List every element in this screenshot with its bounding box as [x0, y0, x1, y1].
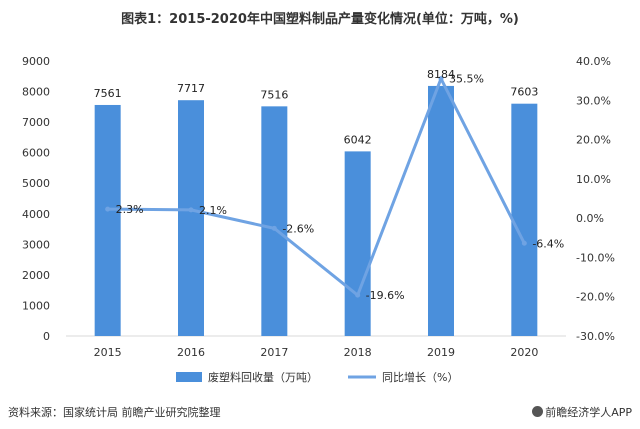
legend: 废塑料回收量（万吨） 同比增长（%）	[176, 370, 458, 384]
right-axis-tick-label: 30.0%	[576, 94, 611, 107]
growth-line	[107, 77, 526, 297]
bar	[428, 85, 454, 336]
bar-value-label: 7603	[510, 86, 538, 99]
left-axis-tick-label: 4000	[22, 208, 50, 221]
left-axis-tick-label: 2000	[22, 269, 50, 282]
x-axis-tick-label: 2016	[177, 346, 205, 359]
line-point	[188, 207, 194, 213]
chart: 0 1000 2000 3000 4000 5000 6000 7000 8000 9000 -30…	[22, 55, 615, 384]
line-value-label: 35.5%	[449, 73, 484, 86]
x-axis-tick-label: 2015	[94, 346, 122, 359]
bar	[261, 106, 288, 336]
line-series	[105, 76, 527, 298]
legend-label-bar: 废塑料回收量（万吨）	[208, 370, 318, 384]
brand: 前瞻经济学人APP	[532, 404, 632, 420]
line-point	[521, 240, 527, 246]
x-axis-tick-label: 2020	[510, 346, 538, 359]
left-axis-tick-label: 3000	[22, 238, 50, 251]
left-axis-tick-label: 6000	[22, 147, 50, 160]
right-axis-tick-label: -10.0%	[576, 251, 615, 264]
bar	[178, 100, 204, 336]
data-labels: 7561 7717 7516 6042 8184 7603 2.3% 2.1% -2.6% -19…	[94, 68, 565, 302]
bar	[94, 104, 121, 336]
bar-value-label: 8184	[427, 68, 455, 81]
right-axis-tick-label: -20.0%	[576, 291, 615, 304]
line-point	[271, 225, 277, 231]
source-note: 资料来源：国家统计局 前瞻产业研究院整理	[8, 406, 221, 419]
brand-logo-icon	[532, 406, 544, 417]
line-point	[105, 206, 111, 212]
line-value-label: -19.6%	[366, 289, 405, 302]
line-point	[438, 76, 444, 82]
bar-value-label: 7516	[260, 88, 288, 101]
footer: 资料来源：国家统计局 前瞻产业研究院整理 前瞻经济学人APP	[8, 404, 632, 422]
left-axis-tick-label: 8000	[22, 86, 50, 99]
right-axis-tick-label: 20.0%	[576, 134, 611, 147]
x-axis-tick-label: 2019	[427, 346, 455, 359]
brand-name: 前瞻经济学人APP	[545, 406, 632, 419]
bar-value-label: 7561	[94, 87, 122, 100]
left-axis-tick-label: 5000	[22, 177, 50, 190]
chart-title: 图表1：2015-2020年中国塑料制品产量变化情况(单位：万吨，%)	[121, 12, 519, 27]
axes: 0 1000 2000 3000 4000 5000 6000 7000 8000 9000 -30…	[22, 55, 615, 359]
line-point	[355, 292, 361, 298]
right-axis-tick-label: 40.0%	[576, 55, 611, 68]
bar	[511, 103, 538, 336]
right-axis-tick-label: -30.0%	[576, 330, 615, 343]
right-axis-tick-label: 0.0%	[576, 212, 604, 225]
legend-swatch-bar	[176, 372, 202, 382]
legend-label-line: 同比增长（%）	[382, 370, 458, 384]
bar-series	[94, 85, 538, 336]
line-value-label: -2.6%	[282, 222, 314, 235]
line-value-label: 2.1%	[199, 204, 227, 217]
line-value-label: -6.4%	[532, 237, 564, 250]
x-axis-tick-label: 2017	[260, 346, 288, 359]
right-axis-tick-label: 10.0%	[576, 173, 611, 186]
bar	[344, 151, 371, 336]
left-axis-tick-label: 0	[43, 330, 50, 343]
left-axis-tick-label: 9000	[22, 55, 50, 68]
x-axis-tick-label: 2018	[344, 346, 372, 359]
line-value-label: 2.3%	[116, 203, 144, 216]
left-axis-tick-label: 1000	[22, 299, 50, 312]
bar-value-label: 7717	[177, 82, 205, 95]
bar-value-label: 6042	[344, 133, 372, 146]
left-axis-tick-label: 7000	[22, 116, 50, 129]
